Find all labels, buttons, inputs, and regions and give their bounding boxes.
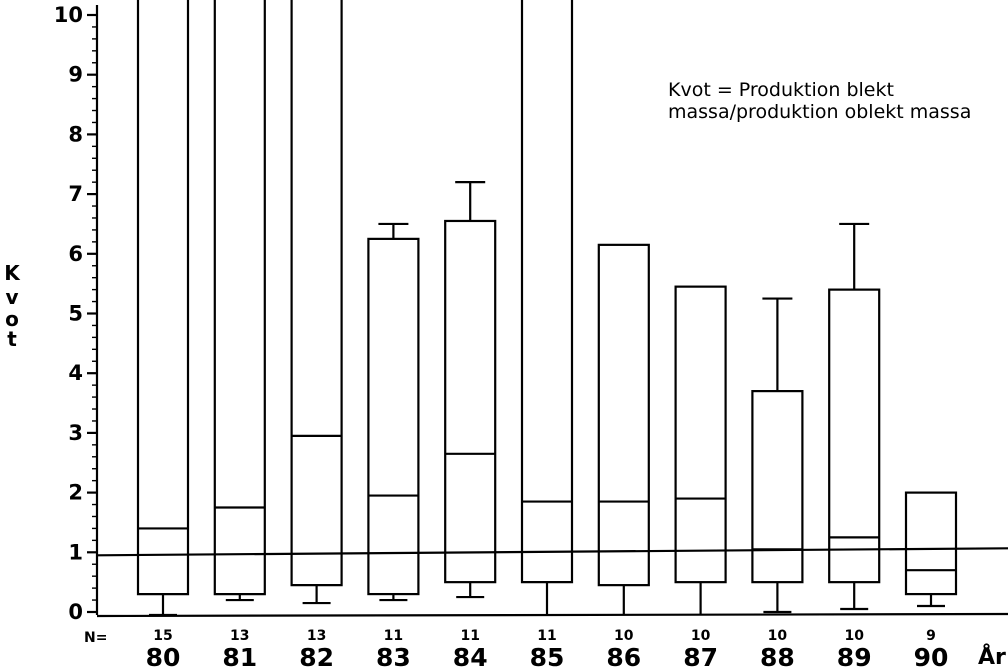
axes: 0 1 2 3 4 5 6 7 8 9 10 (54, 3, 1008, 624)
n-count-label: 15 (153, 628, 172, 644)
x-tick-label: 86 (606, 643, 641, 669)
box-body (520, 0, 574, 584)
x-tick-label: 90 (914, 643, 949, 669)
y-tick-label: 5 (68, 302, 83, 326)
y-axis-label-k: K (4, 261, 21, 285)
box-body (674, 285, 727, 584)
n-count-label: 11 (460, 628, 479, 644)
y-tick-label: 3 (68, 421, 83, 445)
x-axis-label: År (978, 644, 1006, 669)
box-body (136, 0, 190, 596)
n-count-label: 13 (307, 628, 326, 644)
x-tick-label: 85 (530, 643, 565, 669)
annotation-line-2: massa/produktion oblekt massa (668, 101, 971, 123)
box-body (751, 390, 804, 584)
x-axis-line (96, 612, 1008, 618)
x-tick-label: 81 (222, 643, 257, 669)
x-tick-label: 87 (683, 643, 718, 669)
y-tick-label: 0 (68, 600, 83, 624)
annotation-line-1: Kvot = Produktion blekt (668, 79, 894, 101)
x-tick-label: 89 (837, 643, 872, 669)
box-90: 990 (904, 491, 958, 669)
x-tick-label: 84 (453, 643, 488, 669)
n-count-label: 11 (537, 628, 556, 644)
y-tick-label: 9 (68, 63, 83, 87)
x-tick-label: 88 (760, 643, 795, 669)
n-count-label: 13 (230, 628, 249, 644)
n-count-label: 10 (844, 628, 864, 644)
box-body (597, 243, 650, 587)
y-tick-label: 7 (68, 182, 83, 206)
y-tick-label: 10 (54, 3, 83, 27)
y-tick-label: 8 (68, 122, 83, 146)
box-body (213, 0, 266, 596)
y-tick-label: 6 (68, 242, 83, 266)
n-count-label: 9 (926, 628, 936, 644)
y-axis-label-o: o (5, 307, 19, 331)
box-body (904, 491, 958, 596)
y-axis-label-v: v (5, 285, 18, 309)
n-label: N= (84, 630, 107, 646)
y-tick-label: 2 (68, 481, 83, 505)
box-body (367, 237, 420, 596)
boxes: 1580138113821183118411851086108710881089… (136, 0, 958, 669)
y-tick-label: 1 (68, 540, 83, 564)
reference-line (96, 547, 1008, 557)
y-tick-label: 4 (68, 361, 83, 385)
y-axis-label-t: t (7, 327, 17, 351)
x-tick-label: 80 (146, 643, 181, 669)
x-tick-label: 82 (299, 643, 334, 669)
box-body (290, 0, 343, 587)
x-tick-label: 83 (376, 643, 411, 669)
box-body (444, 219, 497, 584)
labels: K v o t Kvot = Produktion blekt massa/pr… (4, 79, 1006, 669)
n-count-label: 10 (691, 628, 711, 644)
n-count-label: 10 (614, 628, 634, 644)
n-count-label: 10 (768, 628, 788, 644)
n-count-label: 11 (384, 628, 403, 644)
